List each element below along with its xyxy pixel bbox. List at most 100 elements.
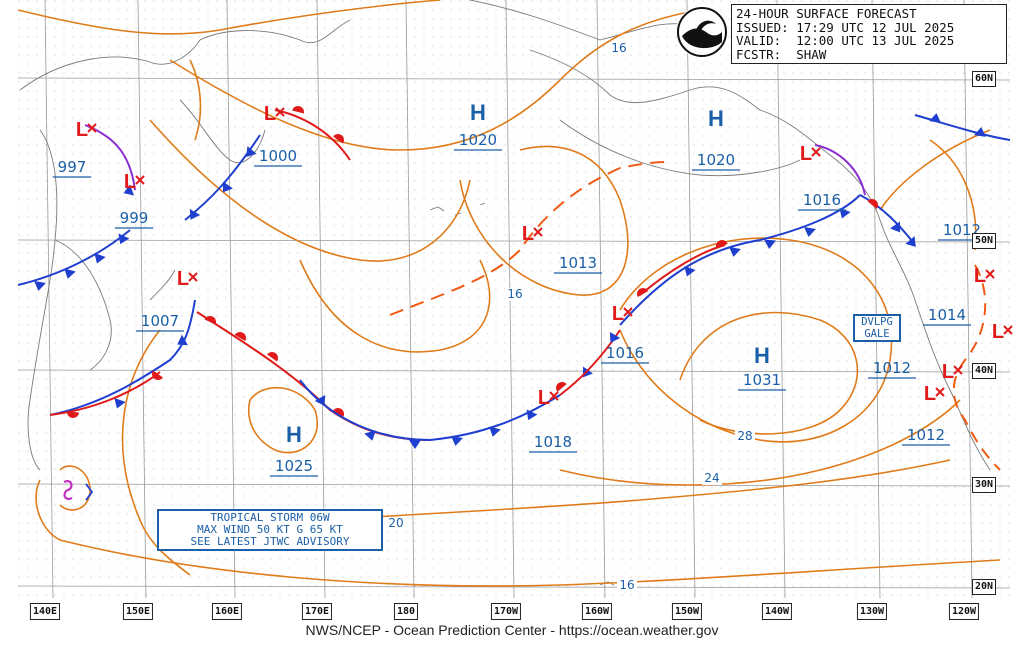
high-symbol: H xyxy=(708,106,724,131)
cold-front-barb-shape xyxy=(246,146,257,157)
low-symbol: L xyxy=(538,387,550,409)
low-pressure-marker: L xyxy=(924,383,945,405)
low-999-value: 999 xyxy=(120,209,149,227)
low-997-label: 997 xyxy=(52,158,92,178)
lon-label: 170E xyxy=(301,603,333,620)
cold-front-barb-shape xyxy=(123,184,135,196)
lon-label: 130W xyxy=(856,603,888,620)
cold-front-barb xyxy=(177,334,188,346)
cold-front-barb xyxy=(364,430,376,441)
low-pressure-marker: L xyxy=(612,303,633,325)
cold-front-barb xyxy=(118,233,130,245)
cold-front-barb xyxy=(409,440,421,449)
warm-front-bump xyxy=(333,134,344,144)
cold-front-barb-shape xyxy=(526,409,538,421)
cold-front-barb-shape xyxy=(451,435,463,446)
cold-front-barb-shape xyxy=(890,221,901,233)
cold-front-barb-shape xyxy=(905,236,916,247)
lat-label: 20N xyxy=(972,579,997,595)
high-1020-west-value: 1020 xyxy=(459,131,497,149)
low-1014-label: 1014 xyxy=(923,306,971,326)
low-1007-label: 1007 xyxy=(136,312,184,332)
cold-front xyxy=(619,194,861,326)
meridian-line xyxy=(137,0,147,599)
meridian-line xyxy=(226,0,236,599)
low-1018-label: 1018 xyxy=(529,433,577,453)
low-1012-calif-label: 1012 xyxy=(868,359,916,379)
occluded-front xyxy=(814,144,866,196)
cold-front-barb xyxy=(314,395,326,406)
cold-front-barb-shape xyxy=(804,226,816,237)
cold-front-barb xyxy=(222,181,233,193)
warm-front-bump xyxy=(152,370,163,380)
warm-front xyxy=(49,371,161,416)
low-symbol: L xyxy=(942,361,954,383)
isobar-label: 16 xyxy=(507,287,522,301)
low-symbol: L xyxy=(264,103,276,125)
warm-front-bump-shape xyxy=(267,352,278,362)
warm-front-bump-shape xyxy=(234,332,246,341)
cold-front-barb-shape xyxy=(64,268,76,279)
warm-front-bump-shape xyxy=(867,199,878,209)
cold-front-barb-shape xyxy=(314,395,326,406)
parallel-line xyxy=(17,369,1011,373)
cold-front-barb xyxy=(246,146,257,157)
cold-front xyxy=(299,379,561,442)
low-symbol: L xyxy=(177,268,189,290)
warm-front-bump-shape xyxy=(67,411,79,418)
warm-front-bump-shape xyxy=(292,106,304,114)
low-999-label: 999 xyxy=(114,209,154,229)
warm-front-bump xyxy=(716,240,728,249)
isobar-label-bg xyxy=(609,42,629,55)
isobar-label: 16 xyxy=(611,41,626,55)
parallel-line xyxy=(17,483,1011,487)
warm-front-bump-shape xyxy=(333,134,344,144)
low-1012-south-label: 1012 xyxy=(902,426,950,446)
cold-front-barb-shape xyxy=(582,366,593,378)
header-valid: VALID: 12:00 UTC 13 JUL 2025 xyxy=(736,33,955,48)
coastlines xyxy=(19,0,991,593)
isobar-label-bg xyxy=(702,472,722,485)
cold-front-barb xyxy=(609,332,621,343)
cold-front-barb-shape xyxy=(929,113,941,124)
tropical-storm-name: TROPICAL STORM 06W xyxy=(210,511,330,524)
cold-front-barb xyxy=(94,252,106,264)
cold-front xyxy=(914,114,1011,141)
cold-front-barb-shape xyxy=(118,233,130,245)
cold-front-barb-shape xyxy=(489,426,501,437)
low-pressure-marker: L xyxy=(974,265,995,287)
warm-front-bump-shape xyxy=(637,288,649,297)
warm-front-bump-shape xyxy=(716,240,728,249)
warm-front-bump-shape xyxy=(556,382,567,392)
cold-front-barb xyxy=(451,435,463,446)
high-symbol: H xyxy=(470,100,486,125)
cold-front-barb xyxy=(189,209,201,220)
cold-front-barb xyxy=(974,127,986,137)
cold-front-barb-shape xyxy=(34,280,46,291)
cold-front-barb xyxy=(114,397,126,409)
low-1016-gulf-value: 1016 xyxy=(803,191,841,209)
low-x-mark xyxy=(549,391,559,401)
cold-front-barb-shape xyxy=(177,334,188,346)
cold-front-barb-shape xyxy=(974,127,986,137)
isobar-label: 28 xyxy=(737,429,752,443)
high-1031-label: 1031 xyxy=(738,371,786,391)
low-1012-coast-value: 1012 xyxy=(943,221,981,239)
gale-warning-box: DVLPG GALE xyxy=(853,314,901,342)
high-1025-value: 1025 xyxy=(275,457,313,475)
warm-front-bump xyxy=(637,288,649,297)
low-x-mark xyxy=(623,307,633,317)
low-1013-value: 1013 xyxy=(559,254,597,272)
meridian-line xyxy=(776,0,786,599)
low-x-mark xyxy=(135,175,145,185)
high-symbol: H xyxy=(286,422,302,447)
lon-label: 160E xyxy=(211,603,243,620)
lat-label: 30N xyxy=(972,477,997,493)
low-1012-south-value: 1012 xyxy=(907,426,945,444)
header-title: 24-HOUR SURFACE FORECAST xyxy=(736,6,917,21)
cold-front-barb xyxy=(729,246,741,257)
high-1031-value: 1031 xyxy=(743,371,781,389)
isobar-label-bg xyxy=(386,517,406,530)
parallel-line xyxy=(17,585,1011,589)
low-x-mark xyxy=(1003,325,1013,335)
